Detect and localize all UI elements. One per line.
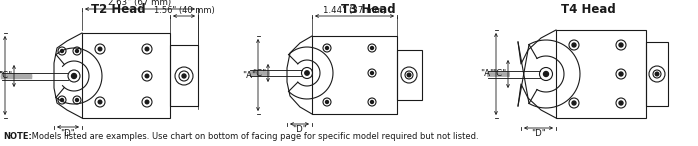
Circle shape (145, 47, 149, 51)
Circle shape (371, 46, 373, 49)
Text: T3 Head: T3 Head (341, 3, 395, 16)
Text: 1.44" (37 mm): 1.44" (37 mm) (323, 6, 386, 14)
Text: "D": "D" (61, 128, 75, 138)
Circle shape (325, 46, 329, 49)
Text: T4 Head: T4 Head (560, 3, 616, 16)
Text: 2.63" (67 mm): 2.63" (67 mm) (108, 0, 172, 7)
Bar (170, 45, 198, 106)
Circle shape (371, 100, 373, 104)
Circle shape (619, 101, 623, 105)
Text: "C": "C" (0, 72, 13, 80)
Circle shape (619, 72, 623, 76)
Text: 1.56" (40 mm): 1.56" (40 mm) (154, 6, 214, 14)
Circle shape (61, 99, 64, 101)
Text: "A": "A" (480, 69, 494, 79)
Circle shape (182, 74, 186, 78)
Circle shape (619, 43, 623, 47)
Circle shape (655, 72, 659, 76)
Bar (646, 42, 668, 106)
Text: "D": "D" (531, 130, 546, 139)
Circle shape (572, 43, 576, 47)
Text: "D": "D" (292, 126, 307, 134)
Text: "C": "C" (252, 68, 267, 78)
Circle shape (75, 99, 78, 101)
Bar (312, 36, 397, 114)
Circle shape (98, 47, 102, 51)
Text: NOTE:: NOTE: (3, 132, 32, 141)
Circle shape (544, 72, 549, 77)
Text: T2 Head: T2 Head (91, 3, 145, 16)
Circle shape (75, 49, 78, 53)
Circle shape (572, 101, 576, 105)
Circle shape (371, 72, 373, 74)
Circle shape (61, 49, 64, 53)
Circle shape (305, 71, 309, 75)
Circle shape (325, 100, 329, 104)
Text: "A": "A" (242, 71, 256, 80)
Text: "A": "A" (0, 71, 3, 80)
Circle shape (145, 74, 149, 78)
Bar (82, 33, 170, 118)
Circle shape (145, 100, 149, 104)
Text: "C": "C" (492, 69, 507, 79)
Circle shape (98, 100, 102, 104)
Circle shape (71, 73, 77, 79)
Text: Models listed are examples. Use chart on bottom of facing page for specific mode: Models listed are examples. Use chart on… (29, 132, 479, 141)
Bar (397, 50, 422, 100)
Bar (556, 30, 646, 118)
Circle shape (407, 73, 411, 77)
